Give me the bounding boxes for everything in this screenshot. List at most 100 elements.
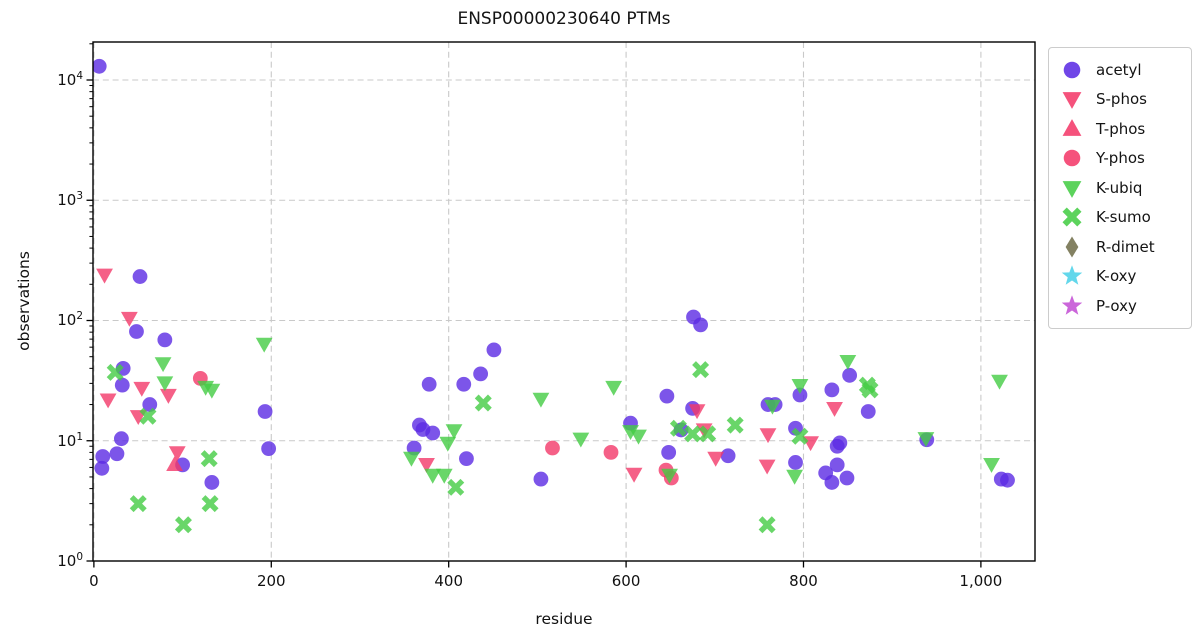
y-tick-label: 102 bbox=[57, 310, 83, 330]
legend-item-K-ubiq: K-ubiq bbox=[1057, 173, 1185, 203]
plot-border bbox=[92, 41, 1036, 562]
acetyl-point bbox=[93, 58, 107, 74]
series-S-phos bbox=[96, 268, 843, 483]
acetyl-point bbox=[109, 446, 125, 462]
K-sumo-point bbox=[861, 381, 879, 399]
acetyl-point bbox=[425, 425, 441, 441]
acetyl-point bbox=[94, 460, 110, 476]
K-ubiq-point bbox=[154, 357, 172, 373]
S-phos-point bbox=[759, 428, 777, 444]
legend-label: K-ubiq bbox=[1096, 178, 1143, 197]
K-ubiq-point bbox=[255, 337, 273, 353]
axis-ticks bbox=[86, 43, 982, 568]
legend-item-R-dimet: R-dimet bbox=[1057, 232, 1185, 262]
legend-label: acetyl bbox=[1096, 60, 1142, 79]
acetyl-point bbox=[456, 376, 472, 392]
S-phos-point bbox=[826, 401, 843, 417]
x-tick-label: 1,000 bbox=[959, 572, 1003, 590]
K-sumo-legend-marker bbox=[1062, 207, 1082, 227]
Y-phos-legend-marker bbox=[1063, 149, 1081, 167]
K-ubiq-point bbox=[605, 380, 623, 396]
K-ubiq-point bbox=[203, 383, 221, 399]
K-ubiq-point bbox=[630, 429, 647, 445]
data-points bbox=[93, 58, 1015, 534]
S-phos-point bbox=[120, 311, 138, 327]
legend-item-acetyl: acetyl bbox=[1057, 55, 1185, 85]
triangle-down-legend-marker bbox=[1062, 180, 1082, 198]
acetyl-point bbox=[421, 376, 437, 392]
K-ubiq-point bbox=[156, 376, 174, 392]
acetyl-point bbox=[824, 382, 840, 398]
gridlines bbox=[93, 42, 1035, 562]
S-phos-point bbox=[625, 467, 643, 483]
S-phos-point bbox=[688, 404, 706, 420]
acetyl-point bbox=[720, 448, 736, 464]
acetyl-point bbox=[832, 435, 848, 451]
S-phos-point bbox=[96, 268, 113, 284]
acetyl-point bbox=[257, 404, 273, 419]
legend-item-T-phos: T-phos bbox=[1057, 114, 1185, 144]
S-phos-legend-marker bbox=[1062, 92, 1082, 110]
T-phos-legend-marker bbox=[1062, 118, 1082, 136]
K-sumo-point bbox=[174, 516, 192, 534]
acetyl-point bbox=[142, 397, 158, 412]
K-ubiq-point bbox=[786, 469, 804, 485]
R-dimet-legend-marker bbox=[1065, 236, 1079, 258]
S-phos-point bbox=[168, 446, 186, 462]
acetyl-point bbox=[533, 471, 549, 487]
acetyl-point bbox=[659, 388, 675, 404]
acetyl-point bbox=[129, 324, 144, 339]
K-sumo-point bbox=[474, 394, 492, 412]
K-ubiq-point bbox=[839, 354, 857, 370]
K-ubiq-point bbox=[791, 379, 809, 394]
K-sumo-point bbox=[129, 495, 147, 513]
x-tick-label: 600 bbox=[611, 572, 641, 590]
K-ubiq-point bbox=[572, 432, 590, 448]
K-ubiq-point bbox=[445, 424, 463, 440]
Y-phos-point bbox=[603, 445, 619, 460]
legend-label: P-oxy bbox=[1096, 296, 1137, 315]
y-tick-label: 101 bbox=[57, 430, 83, 450]
triangle-up-legend-marker bbox=[1062, 118, 1082, 136]
K-ubiq-point bbox=[661, 468, 678, 484]
K-ubiq-point bbox=[991, 374, 1008, 390]
K-ubiq-point bbox=[983, 457, 1000, 473]
acetyl-point bbox=[406, 440, 422, 456]
legend-label: K-sumo bbox=[1096, 208, 1151, 227]
K-sumo-point bbox=[699, 425, 717, 443]
legend-label: K-oxy bbox=[1096, 267, 1137, 286]
star-legend-marker bbox=[1061, 265, 1083, 285]
chart-title: ENSP00000230640 PTMs bbox=[457, 9, 671, 29]
acetyl-point bbox=[693, 317, 708, 333]
x-legend-marker bbox=[1062, 207, 1082, 227]
legend-item-K-oxy: K-oxy bbox=[1057, 262, 1185, 292]
K-ubiq-point bbox=[764, 399, 781, 415]
K-sumo-point bbox=[447, 478, 465, 496]
K-sumo-point bbox=[791, 427, 809, 445]
acetyl-point bbox=[824, 475, 840, 490]
K-ubiq-point bbox=[622, 425, 639, 441]
K-sumo-point bbox=[758, 516, 776, 534]
S-phos-point bbox=[99, 393, 117, 409]
x-tick-label: 800 bbox=[789, 572, 818, 590]
x-tick-label: 400 bbox=[434, 572, 463, 590]
K-sumo-point bbox=[692, 361, 710, 379]
K-sumo-point bbox=[106, 363, 124, 381]
star-legend-marker bbox=[1061, 295, 1083, 315]
acetyl-point bbox=[839, 470, 855, 486]
K-sumo-point bbox=[201, 495, 219, 513]
acetyl-point bbox=[114, 377, 130, 393]
legend-label: R-dimet bbox=[1096, 237, 1155, 256]
K-ubiq-point bbox=[403, 451, 420, 467]
acetyl-point bbox=[204, 475, 220, 490]
series-K-ubiq bbox=[154, 337, 1008, 485]
x-axis-label: residue bbox=[535, 610, 593, 628]
diamond-legend-marker bbox=[1065, 236, 1079, 258]
acetyl-point bbox=[157, 332, 173, 348]
K-ubiq-point bbox=[439, 436, 457, 452]
acetyl-point bbox=[792, 387, 808, 403]
K-ubiq-point bbox=[917, 432, 935, 447]
y-tick-label: 103 bbox=[57, 190, 83, 210]
S-phos-point bbox=[758, 459, 776, 475]
K-sumo-point bbox=[669, 419, 687, 437]
